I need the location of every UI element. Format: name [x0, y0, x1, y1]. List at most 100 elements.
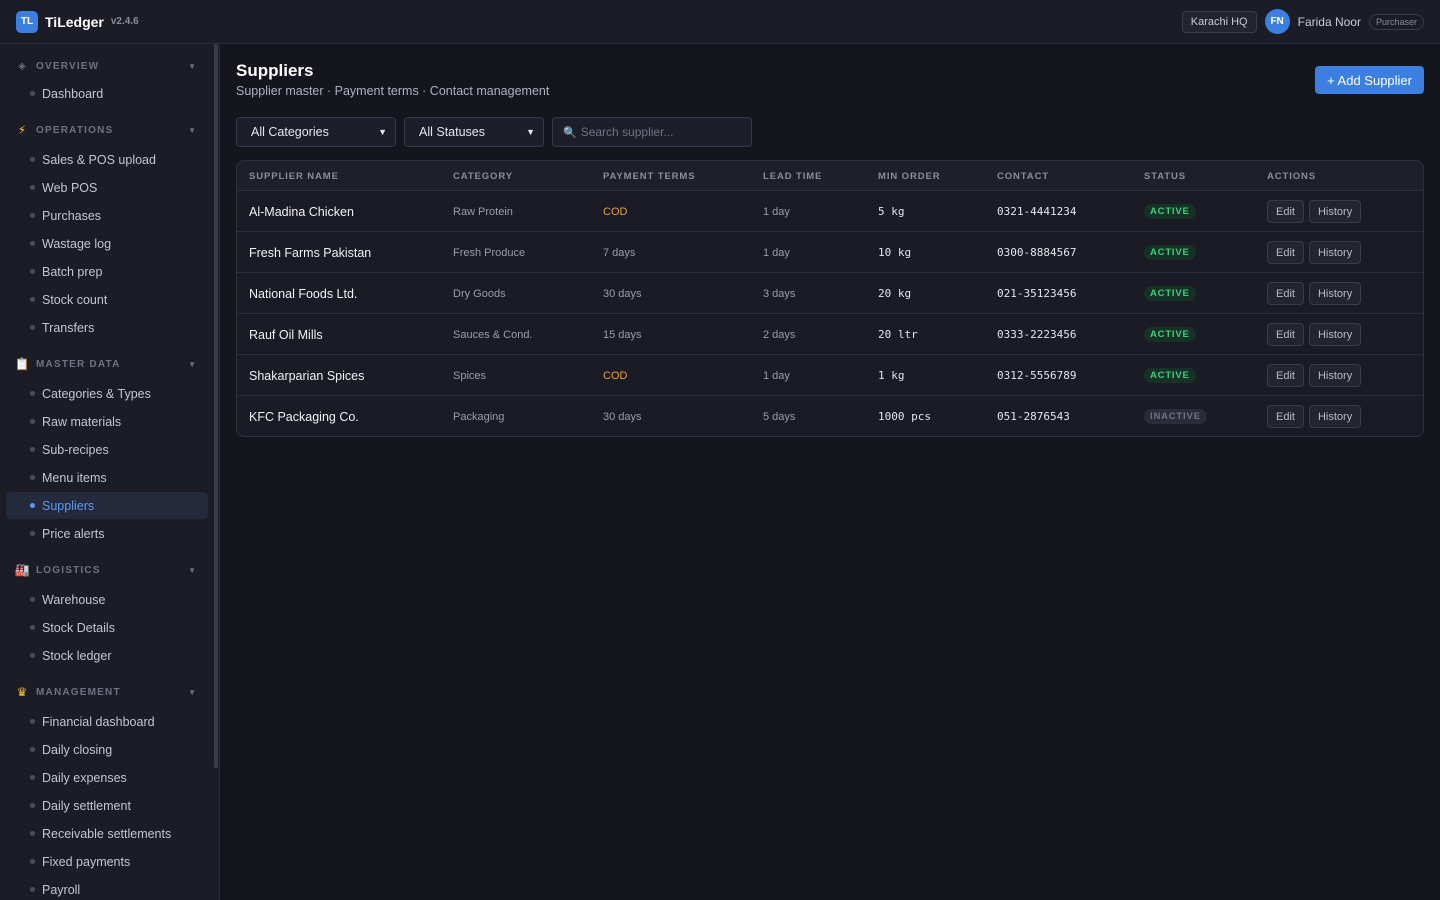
sidebar-item-purchases[interactable]: Purchases	[6, 202, 208, 229]
bullet-icon	[30, 91, 35, 96]
bullet-icon	[30, 831, 35, 836]
column-header-supplier-name[interactable]: SUPPLIER NAME	[249, 171, 339, 182]
user-name[interactable]: Farida Noor	[1297, 14, 1361, 29]
chevron-down-icon[interactable]: ▼	[188, 565, 196, 575]
column-header-payment-terms[interactable]: PAYMENT TERMS	[603, 171, 696, 182]
table-row[interactable]: Fresh Farms Pakistan Fresh Produce 7 day…	[237, 232, 1423, 273]
sidebar-item-web-pos[interactable]: Web POS	[6, 174, 208, 201]
chevron-down-icon[interactable]: ▼	[188, 359, 196, 369]
bullet-icon	[30, 625, 35, 630]
lead-time: 5 days	[763, 410, 796, 423]
sidebar-item-label: Payroll	[42, 882, 81, 897]
table-row[interactable]: Al-Madina Chicken Raw Protein COD 1 day …	[237, 191, 1423, 232]
sidebar-item-raw-materials[interactable]: Raw materials	[6, 408, 208, 435]
table-row[interactable]: Rauf Oil Mills Sauces & Cond. 15 days 2 …	[237, 314, 1423, 355]
sidebar-section-master-data: 📋 MASTER DATA ▼	[0, 350, 214, 378]
sidebar-item-daily-expenses[interactable]: Daily expenses	[6, 764, 208, 791]
bullet-icon	[30, 803, 35, 808]
edit-button[interactable]: Edit	[1267, 364, 1304, 387]
edit-button[interactable]: Edit	[1267, 323, 1304, 346]
column-header-status[interactable]: STATUS	[1144, 171, 1186, 182]
sidebar-item-label: Stock ledger	[42, 648, 112, 663]
history-button[interactable]: History	[1308, 364, 1362, 387]
column-header-lead-time[interactable]: LEAD TIME	[763, 171, 823, 182]
supplier-name: National Foods Ltd.	[249, 286, 358, 301]
main-content: Suppliers Supplier master · Payment term…	[220, 44, 1440, 900]
sidebar-item-stock-details[interactable]: Stock Details	[6, 614, 208, 641]
table-row[interactable]: KFC Packaging Co. Packaging 30 days 5 da…	[237, 396, 1423, 436]
history-button[interactable]: History	[1308, 323, 1362, 346]
min-order: 1000 pcs	[878, 410, 931, 423]
add-supplier-button[interactable]: + Add Supplier	[1315, 66, 1424, 94]
table-row[interactable]: Shakarparian Spices Spices COD 1 day 1 k…	[237, 355, 1423, 396]
bullet-icon	[30, 531, 35, 536]
section-header-logistics[interactable]: 🏭 LOGISTICS ▼	[0, 556, 214, 584]
edit-button[interactable]: Edit	[1267, 200, 1304, 223]
sidebar-item-fixed-payments[interactable]: Fixed payments	[6, 848, 208, 875]
column-header-min-order[interactable]: MIN ORDER	[878, 171, 941, 182]
sidebar-item-menu-items[interactable]: Menu items	[6, 464, 208, 491]
search-input[interactable]	[580, 125, 741, 139]
lead-time: 1 day	[763, 246, 790, 259]
sidebar-item-transfers[interactable]: Transfers	[6, 314, 208, 341]
sidebar-item-receivable-settlements[interactable]: Receivable settlements	[6, 820, 208, 847]
status-cell: ACTIVE	[1144, 273, 1196, 314]
section-header-master-data[interactable]: 📋 MASTER DATA ▼	[0, 350, 214, 378]
bullet-icon	[30, 447, 35, 452]
chevron-down-icon[interactable]: ▼	[188, 125, 196, 135]
sidebar-item-daily-closing[interactable]: Daily closing	[6, 736, 208, 763]
chevron-down-icon[interactable]: ▼	[188, 687, 196, 697]
history-button[interactable]: History	[1308, 241, 1362, 264]
sidebar-scrollbar[interactable]	[214, 44, 218, 768]
sidebar-section-management: ♛ MANAGEMENT ▼	[0, 678, 214, 706]
contact: 0333-2223456	[997, 328, 1077, 341]
sidebar-item-suppliers[interactable]: Suppliers	[6, 492, 208, 519]
bullet-icon	[30, 391, 35, 396]
history-button[interactable]: History	[1308, 405, 1362, 428]
sidebar-item-stock-ledger[interactable]: Stock ledger	[6, 642, 208, 669]
bullet-icon	[30, 297, 35, 302]
supplier-category: Fresh Produce	[453, 246, 526, 259]
category-filter-select[interactable]: All Categories ▼	[236, 117, 396, 147]
supplier-category: Dry Goods	[453, 287, 506, 300]
search-box[interactable]: 🔍	[552, 117, 752, 147]
section-label: OVERVIEW	[36, 60, 100, 72]
history-button[interactable]: History	[1308, 282, 1362, 305]
chevron-down-icon[interactable]: ▼	[188, 61, 196, 71]
app-logo[interactable]: TL	[16, 10, 38, 33]
branch-selector[interactable]: Karachi HQ	[1181, 10, 1257, 33]
section-header-management[interactable]: ♛ MANAGEMENT ▼	[0, 678, 214, 706]
status-filter-select[interactable]: All Statuses ▼	[404, 117, 544, 147]
sidebar-item-categories-types[interactable]: Categories & Types	[6, 380, 208, 407]
min-order: 5 kg	[878, 205, 905, 218]
supplier-category: Spices	[453, 369, 487, 382]
edit-button[interactable]: Edit	[1267, 282, 1304, 305]
sidebar-item-batch-prep[interactable]: Batch prep	[6, 258, 208, 285]
sidebar-section-operations: ⚡ OPERATIONS ▼	[0, 116, 214, 144]
sidebar-item-warehouse[interactable]: Warehouse	[6, 586, 208, 613]
sidebar-item-dashboard[interactable]: Dashboard	[6, 80, 208, 107]
table-row[interactable]: National Foods Ltd. Dry Goods 30 days 3 …	[237, 273, 1423, 314]
sidebar-item-sub-recipes[interactable]: Sub-recipes	[6, 436, 208, 463]
sidebar-item-price-alerts[interactable]: Price alerts	[6, 520, 208, 547]
role-badge: Purchaser	[1368, 13, 1424, 30]
sidebar-item-sales-pos-upload[interactable]: Sales & POS upload	[6, 146, 208, 173]
sidebar-item-payroll[interactable]: Payroll	[6, 876, 208, 900]
edit-button[interactable]: Edit	[1267, 405, 1304, 428]
section-header-operations[interactable]: ⚡ OPERATIONS ▼	[0, 116, 214, 144]
sidebar-item-wastage-log[interactable]: Wastage log	[6, 230, 208, 257]
sidebar-item-stock-count[interactable]: Stock count	[6, 286, 208, 313]
sidebar-item-label: Transfers	[42, 320, 95, 335]
sidebar-item-financial-dashboard[interactable]: Financial dashboard	[6, 708, 208, 735]
history-button[interactable]: History	[1308, 200, 1362, 223]
sidebar-item-daily-settlement[interactable]: Daily settlement	[6, 792, 208, 819]
sidebar-item-label: Web POS	[42, 180, 98, 195]
column-header-contact[interactable]: CONTACT	[997, 171, 1050, 182]
section-label: OPERATIONS	[36, 124, 114, 136]
section-header-overview[interactable]: ◈ OVERVIEW ▼	[0, 52, 214, 80]
avatar[interactable]: FN	[1264, 9, 1290, 34]
edit-button[interactable]: Edit	[1267, 241, 1304, 264]
column-header-category[interactable]: CATEGORY	[453, 171, 513, 182]
min-order: 10 kg	[878, 246, 912, 259]
page-subtitle: Supplier master · Payment terms · Contac…	[236, 84, 550, 98]
